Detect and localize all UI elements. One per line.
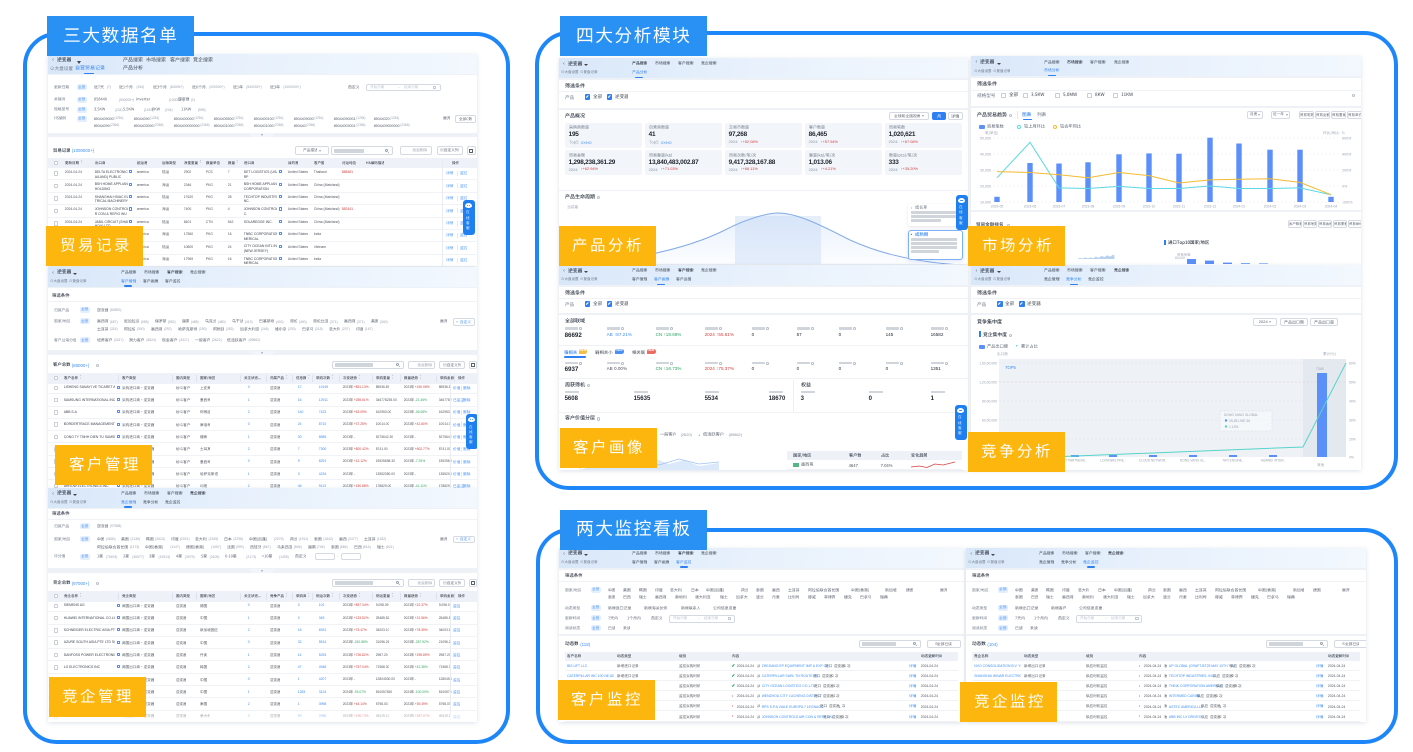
svg-text:30%: 30% [1349, 418, 1356, 422]
svg-text:10,000: 10,000 [980, 201, 991, 205]
svg-text:2023-10: 2023-10 [1143, 205, 1156, 209]
svg-text:HUAWEI INTER..: HUAWEI INTER.. [1261, 458, 1286, 462]
svg-text:200%: 200% [1342, 169, 1352, 173]
svg-text:0%: 0% [1342, 185, 1348, 189]
svg-text:2023-08: 2023-08 [1082, 205, 1095, 209]
svg-text:2024-02: 2024-02 [1264, 205, 1277, 209]
svg-text:50,000: 50,000 [980, 137, 991, 141]
svg-text:20%: 20% [1349, 437, 1356, 441]
svg-text:1,50,00,000: 1,50,00,000 [979, 361, 997, 365]
svg-text:400%: 400% [1342, 153, 1352, 157]
svg-text:DONG VANG GLOBAL: DONG VANG GLOBAL [1224, 413, 1258, 417]
svg-text:0%: 0% [1349, 455, 1354, 459]
svg-text:60%: 60% [1349, 361, 1356, 365]
svg-text:-200%: -200% [1342, 201, 1353, 205]
svg-text:2023-11: 2023-11 [1173, 205, 1185, 209]
svg-text:2024-01: 2024-01 [1233, 205, 1246, 209]
svg-text:600%: 600% [1342, 137, 1352, 141]
svg-text:20,000: 20,000 [980, 185, 991, 189]
svg-text:30,000: 30,000 [980, 169, 991, 173]
svg-text:LOOKWAS PRE..: LOOKWAS PRE.. [1100, 458, 1125, 462]
svg-text:1,20,00,000: 1,20,00,000 [979, 380, 997, 384]
svg-text:25,281,987.36: 25,281,987.36 [1229, 419, 1250, 423]
svg-text:40,000: 40,000 [980, 153, 991, 157]
svg-text:2023-07: 2023-07 [1053, 205, 1066, 209]
svg-text:2024-03: 2024-03 [1294, 205, 1307, 209]
svg-text:7345: 7345 [1316, 367, 1324, 371]
svg-text:CLOUD NETWOR..: CLOUD NETWOR.. [1139, 458, 1167, 462]
svg-text:2023-12: 2023-12 [1204, 205, 1217, 209]
svg-text:2023-06: 2023-06 [1024, 205, 1037, 209]
svg-text:60,00,000: 60,00,000 [982, 418, 997, 422]
svg-text:TT PARTNERS..: TT PARTNERS.. [1063, 458, 1087, 462]
svg-text:TOP5: TOP5 [1005, 365, 1017, 370]
svg-text:DONG VANG GL..: DONG VANG GL.. [1180, 458, 1206, 462]
svg-text:2023-05: 2023-05 [991, 205, 1004, 209]
svg-text:90,00,000: 90,00,000 [982, 399, 997, 403]
svg-text:TATI ENGINE..: TATI ENGINE.. [1222, 458, 1243, 462]
svg-text:1.13%: 1.13% [1229, 425, 1238, 429]
svg-text:50%: 50% [1349, 380, 1356, 384]
svg-text:2023-09: 2023-09 [1113, 205, 1126, 209]
svg-text:2024-04: 2024-04 [1325, 205, 1338, 209]
svg-text:40%: 40% [1349, 399, 1356, 403]
